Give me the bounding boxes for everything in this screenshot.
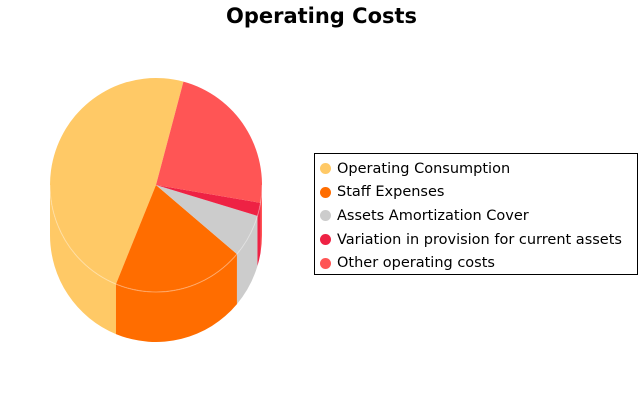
legend-swatch <box>320 210 331 222</box>
legend-label: Variation in provision for current asset… <box>337 231 622 248</box>
legend-label: Assets Amortization Cover <box>337 207 529 224</box>
legend-item: Staff Expenses <box>320 181 637 205</box>
legend-item: Other operating costs <box>320 251 637 275</box>
pie-slice-1 <box>115 185 237 292</box>
legend-swatch <box>320 257 331 269</box>
pie-slice-2 <box>156 185 258 255</box>
legend: Operating Consumption Staff Expenses Asset… <box>314 153 638 275</box>
legend-item: Assets Amortization Cover <box>320 204 637 228</box>
legend-item: Variation in provision for current asset… <box>320 228 637 252</box>
pie-slice-side-0 <box>50 185 116 335</box>
legend-label: Operating Consumption <box>337 160 511 177</box>
legend-label: Other operating costs <box>337 255 495 272</box>
legend-label: Staff Expenses <box>337 184 445 201</box>
chart-title: Operating Costs <box>225 4 418 28</box>
pie-slice-side-4 <box>260 185 262 253</box>
legend-swatch <box>320 163 331 175</box>
legend-swatch <box>320 186 331 198</box>
legend-swatch <box>320 234 331 246</box>
pie-slice-side-1 <box>115 254 237 342</box>
pie-rim <box>49 184 263 293</box>
pie-slice-side-3 <box>257 202 261 266</box>
pie-slice-0 <box>50 78 184 285</box>
pie-slice-3 <box>156 185 261 216</box>
legend-item: Operating Consumption <box>320 157 637 181</box>
pie-slice-4 <box>156 81 263 203</box>
pie-slice-side-2 <box>236 215 258 305</box>
